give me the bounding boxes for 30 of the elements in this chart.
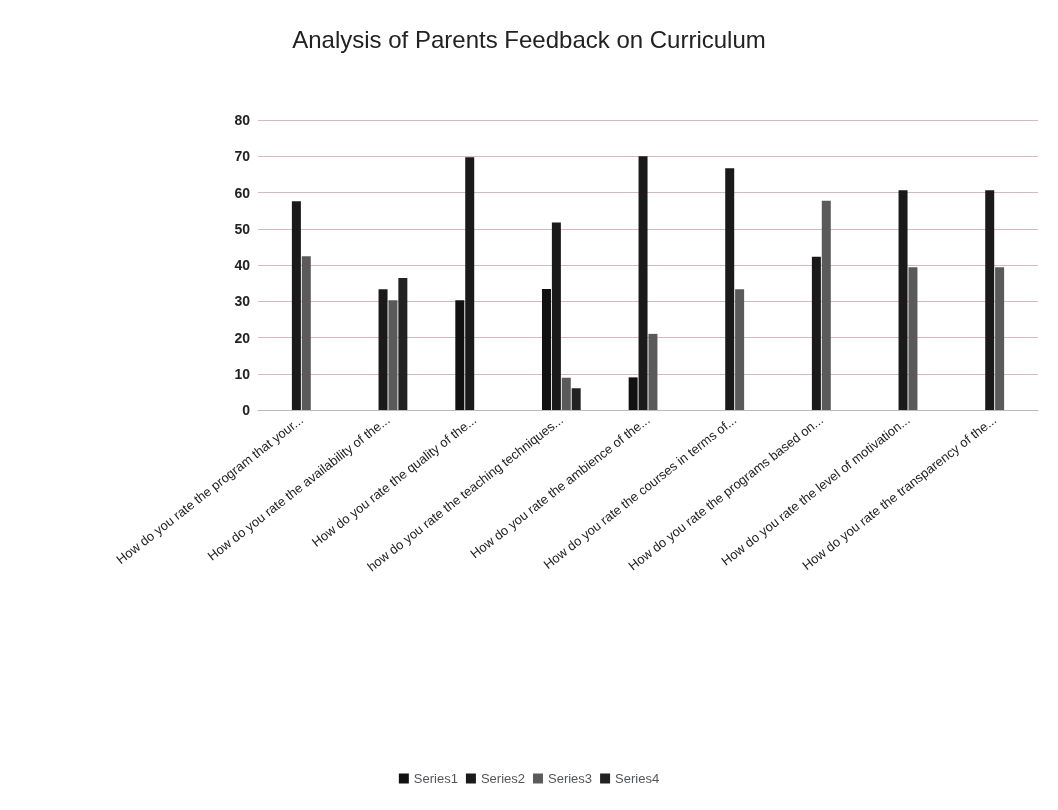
bar bbox=[398, 278, 408, 410]
bar bbox=[898, 190, 908, 410]
legend-label: Series1 bbox=[413, 771, 458, 786]
bar bbox=[985, 190, 995, 410]
bar bbox=[561, 377, 571, 410]
bar bbox=[291, 201, 301, 410]
y-tick-label: 0 bbox=[242, 402, 251, 418]
y-tick-label: 20 bbox=[234, 329, 251, 346]
y-tick-label: 70 bbox=[234, 148, 251, 165]
y-tick-label: 10 bbox=[234, 365, 251, 382]
bar bbox=[811, 256, 821, 410]
legend-label: Series3 bbox=[548, 771, 593, 786]
bar bbox=[388, 300, 398, 410]
bar bbox=[908, 267, 918, 410]
legend-label: Series2 bbox=[480, 771, 525, 786]
y-tick-label: 60 bbox=[234, 184, 251, 201]
y-tick-label: 80 bbox=[234, 112, 251, 128]
y-tick-label: 40 bbox=[234, 257, 251, 273]
bar bbox=[378, 289, 388, 410]
bar bbox=[571, 388, 581, 410]
bar bbox=[821, 200, 831, 410]
bar bbox=[301, 256, 311, 410]
bar bbox=[735, 289, 745, 410]
chart-title: Analysis of Parents Feedback on Curriculum bbox=[292, 25, 766, 53]
y-tick-label: 50 bbox=[234, 220, 251, 237]
bar bbox=[995, 267, 1005, 410]
legend-label: Series4 bbox=[615, 771, 660, 786]
bar bbox=[725, 168, 735, 410]
bar bbox=[648, 333, 658, 410]
y-tick-label: 30 bbox=[234, 293, 251, 310]
